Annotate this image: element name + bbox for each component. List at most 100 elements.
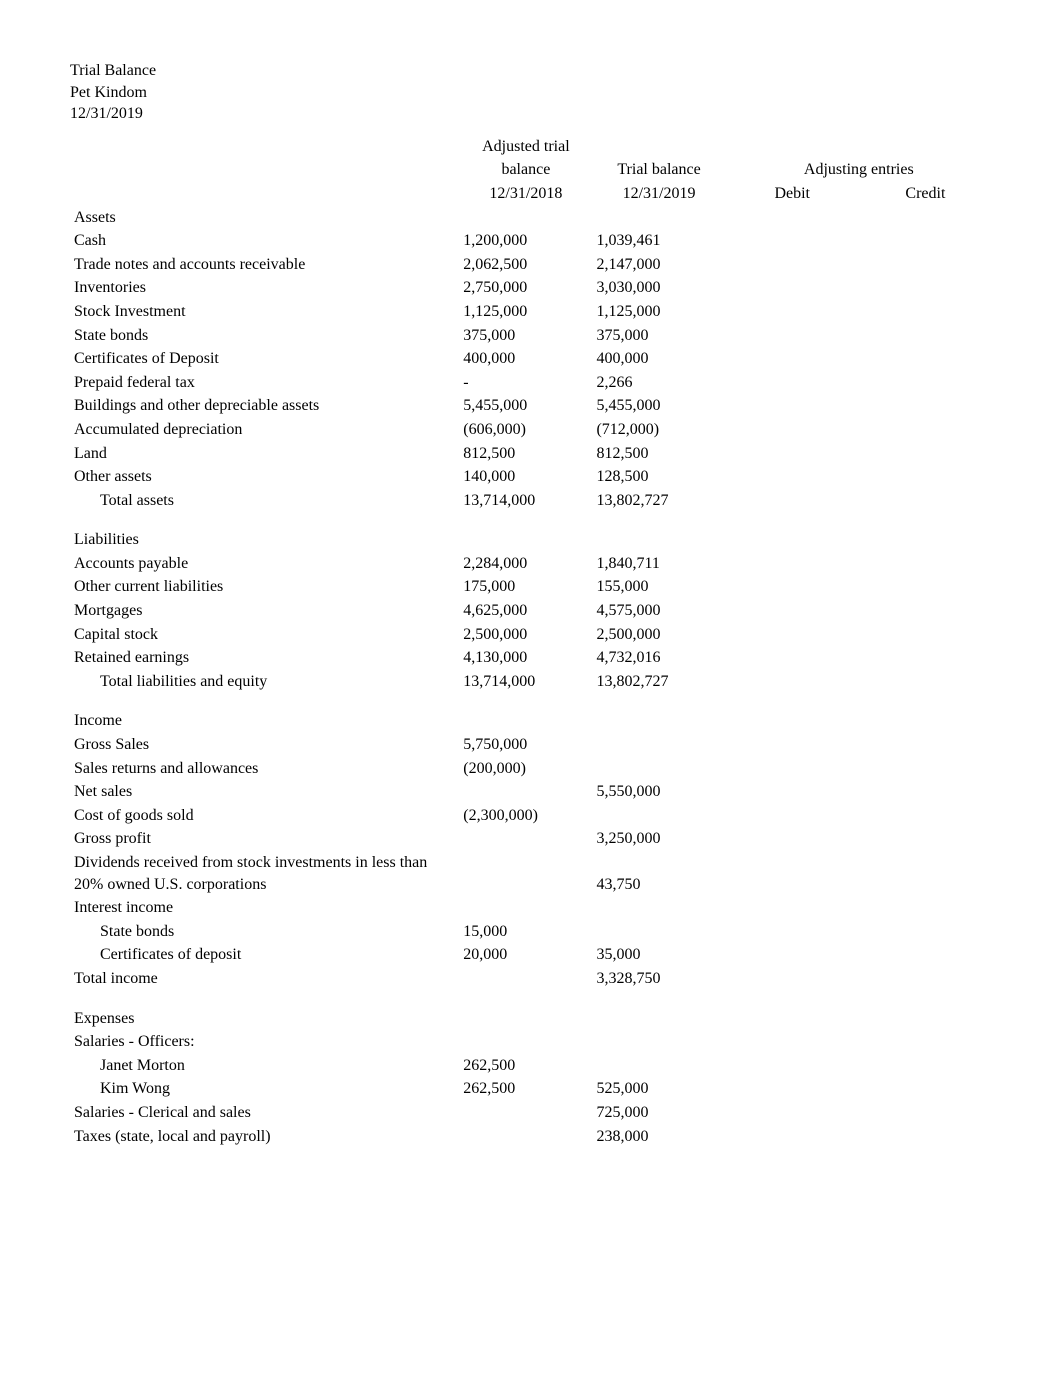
cell-value: 4,575,000 [592,599,725,623]
cell-value: 35,000 [592,943,725,967]
cell-value: 2,266 [592,371,725,395]
cell-value [459,896,592,920]
cell-value: (712,000) [592,418,725,442]
account-label: Gross profit [70,827,459,851]
table-row: Accounts payable2,284,0001,840,711 [70,552,992,576]
account-label: Other assets [70,465,459,489]
total-label: Total assets [70,489,459,513]
table-row: Retained earnings4,130,0004,732,016 [70,646,992,670]
cell-value: 1,039,461 [592,229,725,253]
cell-value: 262,500 [459,1077,592,1101]
cell-value: 4,732,016 [592,646,725,670]
cell-value: 375,000 [592,324,725,348]
doc-title: Trial Balance [70,60,992,82]
cell-value [459,967,592,991]
cell-value: 13,802,727 [592,489,725,513]
cell-value: 3,250,000 [592,827,725,851]
cell-value: 238,000 [592,1125,725,1149]
cell-value [592,757,725,781]
cell-value: 5,455,000 [592,394,725,418]
table-row: Salaries - Officers: [70,1030,992,1054]
col1-head-line3: 12/31/2018 [459,182,592,206]
account-label: Prepaid federal tax [70,371,459,395]
cell-value: 4,130,000 [459,646,592,670]
cell-value [592,896,725,920]
cell-value: 812,500 [592,442,725,466]
table-row: Prepaid federal tax-2,266 [70,371,992,395]
income-heading-row: Income [70,709,992,733]
cell-value [459,780,592,804]
account-label: Certificates of deposit [70,943,459,967]
cell-value [459,1125,592,1149]
income-heading: Income [70,709,459,733]
cell-value [459,851,592,896]
cell-value: 375,000 [459,324,592,348]
account-label: Salaries - Officers: [70,1030,459,1054]
column-header-row-2: balance Trial balance Adjusting entries [70,158,992,182]
account-label: Cash [70,229,459,253]
table-row: Capital stock2,500,0002,500,000 [70,623,992,647]
liabilities-heading: Liabilities [70,528,459,552]
cell-value [592,804,725,828]
cell-value: 1,840,711 [592,552,725,576]
cell-value: 3,030,000 [592,276,725,300]
assets-heading-row: Assets [70,206,992,230]
table-row: Taxes (state, local and payroll) 238,000 [70,1125,992,1149]
col2-head-line3: 12/31/2019 [592,182,725,206]
cell-value: 812,500 [459,442,592,466]
cell-value [592,920,725,944]
cell-value: 2,062,500 [459,253,592,277]
table-row: Gross Sales5,750,000 [70,733,992,757]
table-row: Interest income [70,896,992,920]
account-label: Kim Wong [70,1077,459,1101]
table-row: State bonds375,000375,000 [70,324,992,348]
trial-balance-table: Adjusted trial balance Trial balance Adj… [70,135,992,1148]
column-header-row-3: 12/31/2018 12/31/2019 Debit Credit [70,182,992,206]
account-label: Retained earnings [70,646,459,670]
income-total-row: Total income3,328,750 [70,967,992,991]
col3-head-line3: Debit [726,182,859,206]
cell-value: 400,000 [592,347,725,371]
table-row: Net sales5,550,000 [70,780,992,804]
table-row: Gross profit 3,250,000 [70,827,992,851]
cell-value: (606,000) [459,418,592,442]
cell-value [592,733,725,757]
expenses-heading-row: Expenses [70,1007,992,1031]
doc-date: 12/31/2019 [70,103,992,125]
table-row: Mortgages4,625,0004,575,000 [70,599,992,623]
cell-value: 175,000 [459,575,592,599]
col2-head-line2: Trial balance [592,158,725,182]
cell-value: 725,000 [592,1101,725,1125]
account-label: Certificates of Deposit [70,347,459,371]
cell-value: 1,125,000 [459,300,592,324]
cell-value: 2,147,000 [592,253,725,277]
account-label: Other current liabilities [70,575,459,599]
cell-value: 5,455,000 [459,394,592,418]
table-row: State bonds15,000 [70,920,992,944]
account-label: Capital stock [70,623,459,647]
account-label: State bonds [70,920,459,944]
table-row: Kim Wong262,500525,000 [70,1077,992,1101]
total-label: Total liabilities and equity [70,670,459,694]
table-row: Salaries - Clerical and sales725,000 [70,1101,992,1125]
cell-value [459,1101,592,1125]
table-row: Certificates of deposit20,00035,000 [70,943,992,967]
account-label: Mortgages [70,599,459,623]
cell-value: 2,284,000 [459,552,592,576]
cell-value: (2,300,000) [459,804,592,828]
table-row: Stock Investment1,125,0001,125,000 [70,300,992,324]
cell-value: 5,550,000 [592,780,725,804]
table-row: Janet Morton262,500 [70,1054,992,1078]
table-row: Certificates of Deposit400,000400,000 [70,347,992,371]
table-row: Accumulated depreciation(606,000)(712,00… [70,418,992,442]
account-label: Accumulated depreciation [70,418,459,442]
account-label: Interest income [70,896,459,920]
account-label: Trade notes and accounts receivable [70,253,459,277]
table-row: Cost of goods sold(2,300,000) [70,804,992,828]
account-label: Taxes (state, local and payroll) [70,1125,459,1149]
cell-value: 155,000 [592,575,725,599]
assets-total-row: Total assets13,714,00013,802,727 [70,489,992,513]
document-header: Trial Balance Pet Kindom 12/31/2019 [70,60,992,125]
table-row: Buildings and other depreciable assets5,… [70,394,992,418]
cell-value: - [459,371,592,395]
